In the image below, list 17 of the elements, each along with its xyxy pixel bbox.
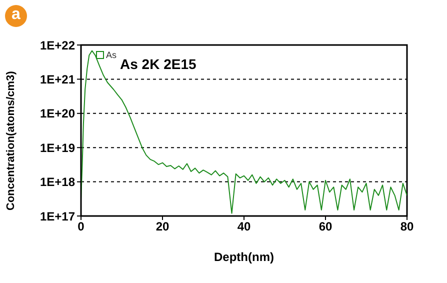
y-tick-label: 1E+18 — [40, 175, 76, 190]
y-axis-title: Concentration(atoms/cm3) — [4, 70, 17, 210]
y-tick-label: 1E+17 — [40, 209, 76, 224]
x-tick-label: 80 — [400, 220, 414, 234]
panel-badge: a — [5, 5, 27, 27]
line-series — [81, 50, 407, 214]
annotation: As 2K 2E15 — [120, 56, 196, 72]
x-tick-label: 60 — [318, 220, 332, 234]
x-tick-label: 0 — [78, 220, 85, 234]
y-tick-label: 1E+22 — [40, 38, 76, 52]
y-tick-label: 1E+21 — [40, 72, 76, 86]
x-tick-label: 20 — [156, 220, 170, 234]
x-tick-label: 40 — [237, 220, 251, 234]
x-axis-title: Depth(nm) — [214, 250, 274, 264]
y-tick-label: 1E+20 — [40, 106, 76, 121]
legend-label: As — [105, 50, 117, 60]
y-tick-label: 1E+19 — [40, 140, 76, 155]
